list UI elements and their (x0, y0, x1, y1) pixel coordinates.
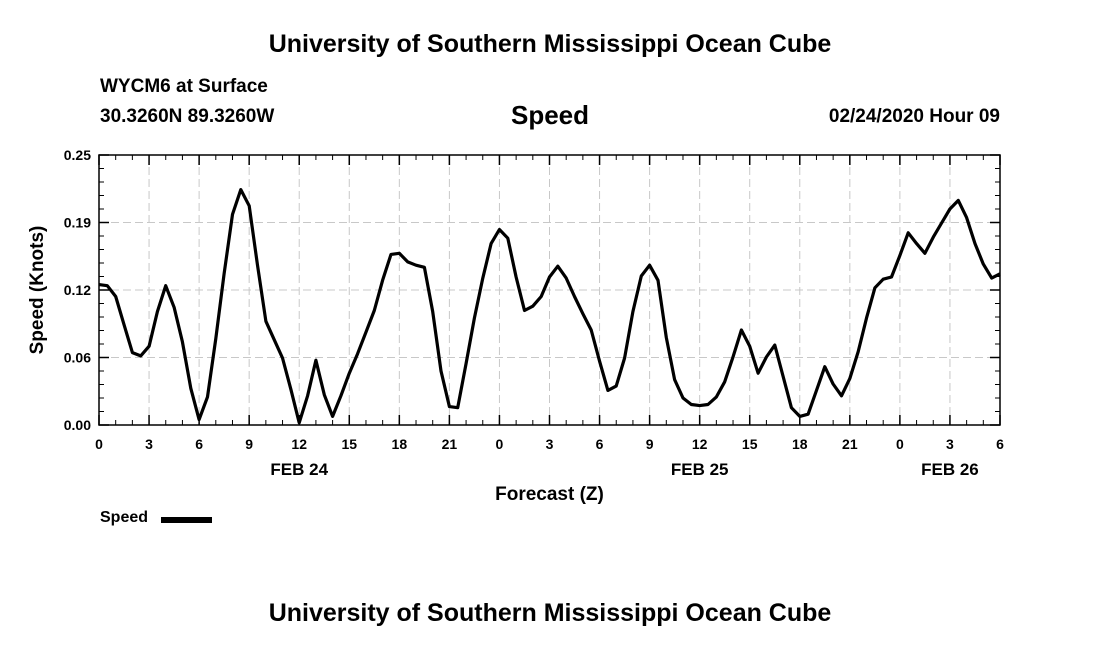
forecast-timestamp: 02/24/2020 Hour 09 (828, 106, 1000, 127)
x-tick-label: 21 (442, 436, 458, 452)
x-tick-label: 6 (596, 436, 604, 452)
y-tick-label: 0.25 (64, 147, 91, 163)
y-tick-label: 0.00 (64, 417, 91, 433)
day-label: FEB 24 (270, 460, 328, 479)
x-tick-label: 6 (195, 436, 203, 452)
series-line-speed (98, 188, 1001, 425)
x-tick-label: 0 (896, 436, 904, 452)
x-tick-label: 18 (792, 436, 808, 452)
x-tick-label: 6 (996, 436, 1004, 452)
x-tick-label: 3 (546, 436, 554, 452)
x-tick-label: 12 (692, 436, 708, 452)
x-tick-label: 3 (145, 436, 153, 452)
day-label: FEB 25 (671, 460, 729, 479)
x-tick-label: 9 (646, 436, 654, 452)
x-tick-label: 21 (842, 436, 858, 452)
station-coordinates: 30.3260N 89.3260W (100, 106, 275, 127)
day-label: FEB 26 (921, 460, 979, 479)
legend-label: Speed (100, 509, 149, 526)
x-axis-title: Forecast (Z) (495, 484, 604, 505)
y-tick-label: 0.06 (64, 350, 91, 366)
x-tick-label: 12 (291, 436, 307, 452)
x-tick-label: 18 (392, 436, 408, 452)
y-tick-label: 0.12 (64, 282, 91, 298)
footer-title: University of Southern Mississippi Ocean… (268, 599, 832, 627)
x-tick-label: 15 (341, 436, 357, 452)
x-tick-label: 3 (946, 436, 954, 452)
chart-title: Speed (510, 100, 590, 130)
x-tick-label: 0 (95, 436, 103, 452)
plot-frame (98, 154, 1001, 426)
x-tick-label: 15 (742, 436, 758, 452)
x-tick-label: 0 (496, 436, 504, 452)
header-title: University of Southern Mississippi Ocean… (268, 30, 832, 58)
station-label: WYCM6 at Surface (100, 76, 268, 97)
legend-swatch (161, 517, 212, 523)
y-tick-label: 0.19 (64, 215, 91, 231)
x-tick-label: 9 (245, 436, 253, 452)
y-axis-title: Speed (Knots) (27, 226, 48, 355)
